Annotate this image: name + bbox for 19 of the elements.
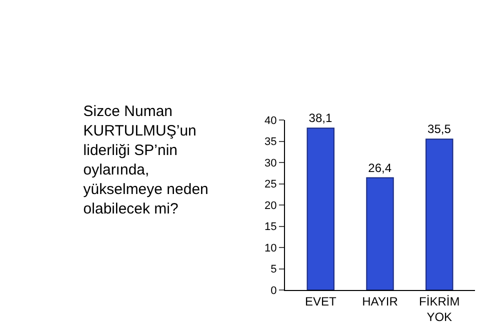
y-tick-label: 15 <box>264 221 277 234</box>
y-tick-label: 30 <box>264 157 277 170</box>
bar <box>306 128 334 290</box>
y-tick-label: 0 <box>270 284 277 297</box>
data-label: 35,5 <box>428 122 452 136</box>
x-tick-label: FİKRİM YOK <box>419 294 460 324</box>
y-tick-label: 25 <box>264 178 277 191</box>
y-tick-label: 5 <box>270 264 277 276</box>
bar <box>366 177 394 290</box>
data-label: 26,4 <box>368 160 392 175</box>
y-tick-label: 40 <box>264 114 277 127</box>
text: Sizce Numan KURTULMUŞ’un liderliği SP’nin oylarında, yükselmeye neden olabilecek mi? <box>83 103 208 218</box>
bar <box>426 138 454 290</box>
y-tick-label: 10 <box>264 242 277 254</box>
data-label: 38,1 <box>308 111 332 126</box>
x-tick-label: HAYIR <box>362 294 398 308</box>
y-tick-label: 35 <box>264 136 277 148</box>
x-tick-label: EVET <box>304 294 337 308</box>
y-tick-label: 20 <box>264 200 277 212</box>
